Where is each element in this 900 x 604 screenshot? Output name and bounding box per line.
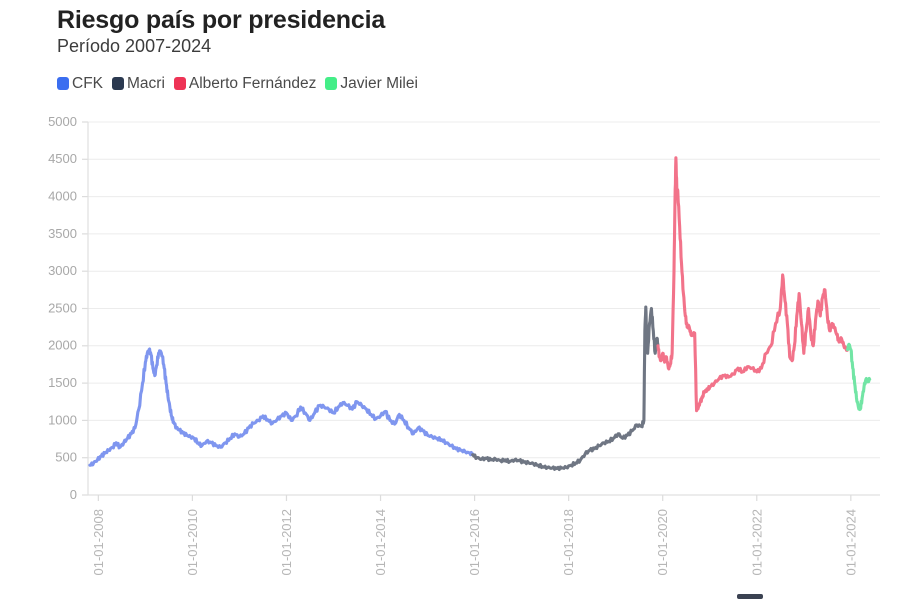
y-axis-tick-label: 4500 bbox=[48, 151, 77, 166]
x-axis-tick-label: 01-01-2020 bbox=[655, 509, 670, 576]
y-axis-tick-label: 2000 bbox=[48, 338, 77, 353]
x-axis-tick-label: 01-01-2012 bbox=[279, 509, 294, 576]
x-axis-tick-label: 01-01-2008 bbox=[91, 509, 106, 576]
legend-swatch-icon bbox=[173, 77, 186, 91]
chart-header: Riesgo país por presidencia Período 2007… bbox=[57, 6, 877, 58]
y-axis-tick-label: 500 bbox=[55, 450, 77, 465]
legend-item-cfk[interactable]: CFK bbox=[57, 76, 103, 92]
chart-legend: CFK Macri Alberto Fernández Javier Milei bbox=[57, 76, 427, 92]
page-subtitle: Período 2007-2024 bbox=[57, 36, 212, 56]
y-axis-tick-label: 3500 bbox=[48, 226, 77, 241]
partial-ui-bar[interactable] bbox=[737, 594, 763, 599]
x-axis-tick-label: 01-01-2018 bbox=[561, 509, 576, 576]
legend-item-macri[interactable]: Macri bbox=[112, 76, 165, 92]
x-axis-tick-label: 01-01-2024 bbox=[843, 509, 858, 576]
legend-item-javier-milei[interactable]: Javier Milei bbox=[325, 76, 418, 92]
legend-label: Alberto Fernández bbox=[188, 75, 317, 92]
y-axis-tick-label: 1500 bbox=[48, 375, 77, 390]
legend-swatch-icon bbox=[57, 77, 69, 91]
legend-label: Macri bbox=[127, 75, 165, 92]
series-line-macri bbox=[471, 305, 660, 472]
y-axis-tick-label: 2500 bbox=[48, 300, 77, 315]
y-axis-tick-label: 4000 bbox=[48, 189, 77, 204]
legend-item-alberto-fern-ndez[interactable]: Alberto Fernández bbox=[173, 75, 317, 92]
x-axis-tick-label: 01-01-2016 bbox=[467, 509, 482, 576]
series-line-alberto-fern-ndez bbox=[656, 156, 850, 413]
y-axis-tick-label: 5000 bbox=[48, 114, 77, 129]
x-axis-tick-label: 01-01-2014 bbox=[373, 509, 388, 576]
y-axis-tick-label: 0 bbox=[70, 487, 77, 502]
series-line-cfk bbox=[88, 347, 475, 467]
legend-swatch-icon bbox=[112, 77, 124, 91]
legend-label: Javier Milei bbox=[340, 75, 418, 92]
y-axis-tick-label: 1000 bbox=[48, 412, 77, 427]
legend-label: CFK bbox=[72, 75, 103, 92]
y-axis-tick-label: 3000 bbox=[48, 263, 77, 278]
page-title: Riesgo país por presidencia bbox=[57, 6, 386, 34]
x-axis-tick-label: 01-01-2010 bbox=[185, 509, 200, 576]
legend-swatch-icon bbox=[325, 77, 338, 91]
series-line-javier-milei bbox=[846, 342, 872, 412]
x-axis-tick-label: 01-01-2022 bbox=[749, 509, 764, 576]
